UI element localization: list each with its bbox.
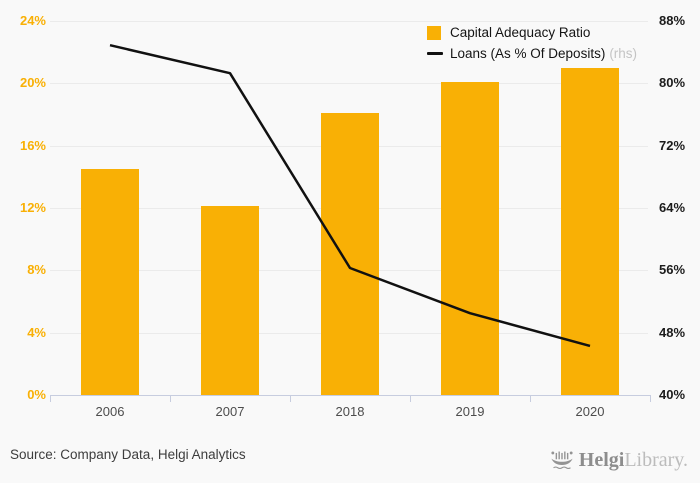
logo-text-bold: Helgi <box>578 449 625 471</box>
legend-label: Loans (As % Of Deposits) <box>450 46 606 61</box>
y-axis-label: 80% <box>659 75 686 91</box>
y-axis-label: 24% <box>19 13 46 28</box>
y-axis-label: 8% <box>27 262 46 278</box>
x-axis-label-2020: 2020 <box>575 404 605 419</box>
legend-swatch-square <box>427 25 441 40</box>
x-axis-line <box>50 395 651 396</box>
logo-text-light: Library. <box>624 449 688 471</box>
x-axis-label-2007: 2007 <box>215 404 245 419</box>
y-axis-label: 88% <box>659 13 686 28</box>
x-axis-label-2006: 2006 <box>95 404 125 419</box>
legend-line-marker <box>427 52 443 55</box>
x-axis-tick <box>170 396 171 402</box>
bar-2018 <box>321 112 379 395</box>
bar-2019 <box>441 81 499 395</box>
gridline <box>50 83 648 85</box>
x-axis-label-2019: 2019 <box>455 404 485 419</box>
y-axis-label: 56% <box>659 262 686 278</box>
y-axis-label: 20% <box>19 75 46 91</box>
right-axis-labels: 40% 48% 56% 64% 72% 80% 88% <box>659 0 700 483</box>
x-axis-tick <box>410 396 411 402</box>
legend: Capital Adequacy Ratio Loans (As % Of Dep… <box>427 22 637 64</box>
x-axis-label-2018: 2018 <box>335 404 365 419</box>
source-note: Source: Company Data, Helgi Analytics <box>10 447 246 462</box>
y-axis-label: 12% <box>19 200 46 215</box>
y-axis-label: 16% <box>19 137 46 153</box>
bar-2007 <box>201 206 259 395</box>
y-axis-label: 48% <box>659 324 686 340</box>
plot-area <box>50 21 650 395</box>
line-series <box>109 43 591 348</box>
x-axis-tick <box>650 396 651 402</box>
legend-suffix: (rhs) <box>609 46 638 61</box>
ship-icon <box>551 451 573 470</box>
x-axis-tick <box>530 396 531 402</box>
y-axis-label: 64% <box>659 200 686 215</box>
y-axis-label: 40% <box>659 387 686 402</box>
y-axis-label: 4% <box>27 324 46 340</box>
y-axis-label: 72% <box>659 137 686 153</box>
legend-label: Capital Adequacy Ratio <box>450 25 591 40</box>
legend-item: Loans (As % Of Deposits) (rhs) <box>427 43 637 64</box>
x-axis-tick <box>50 396 51 402</box>
bar-2006 <box>81 169 139 395</box>
loans-line <box>109 43 591 348</box>
x-axis-tick <box>290 396 291 402</box>
gridline <box>50 21 648 22</box>
left-axis-labels: 0% 4% 8% 12% 16% 20% 24% <box>0 0 46 483</box>
legend-item: Capital Adequacy Ratio <box>427 22 637 43</box>
logo: Helgi Library. <box>550 446 688 474</box>
y-axis-label: 0% <box>27 387 46 402</box>
